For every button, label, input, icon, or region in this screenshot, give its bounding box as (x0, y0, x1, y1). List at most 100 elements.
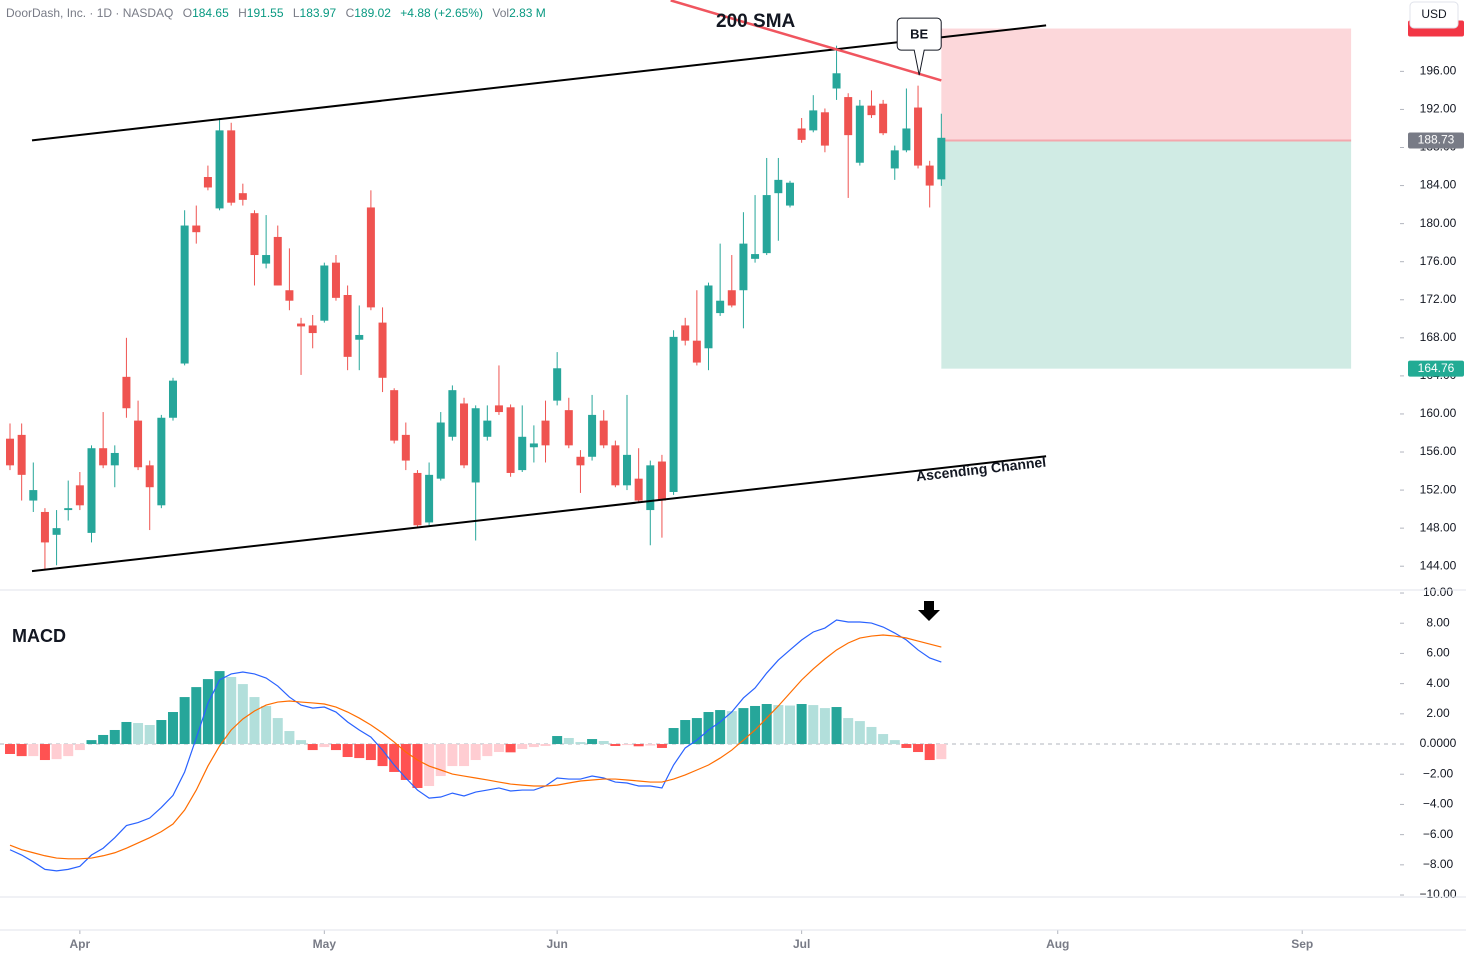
histogram-bar (750, 705, 761, 745)
histogram-bar (819, 708, 830, 745)
histogram-bar (424, 744, 435, 787)
histogram-bar (156, 720, 167, 745)
histogram-bar (587, 739, 598, 745)
candle-body (331, 262, 340, 298)
ohlc-value: 189.02 (354, 6, 391, 20)
histogram-bar (726, 711, 737, 745)
histogram-bar (808, 705, 819, 745)
histogram-bar (261, 705, 272, 745)
histogram-bar (237, 684, 248, 745)
channel-line (31, 455, 1047, 573)
candle-body (937, 137, 946, 180)
histogram-bar (633, 744, 644, 747)
channel-line (31, 24, 1047, 142)
ohlc-value: 184.65 (192, 6, 229, 20)
candle-body (518, 436, 527, 471)
candle-body (506, 407, 515, 473)
price-tag (1408, 360, 1464, 377)
candle-body (925, 165, 934, 186)
candle-body (64, 508, 73, 511)
currency-button-frame[interactable] (1409, 1, 1459, 29)
x-tick-label: May (313, 937, 337, 951)
candle-body (40, 511, 49, 543)
histogram-bar (738, 708, 749, 745)
price-tag-label: 164.76 (1418, 361, 1455, 375)
candle-body (297, 323, 306, 327)
candle-body (704, 285, 713, 349)
price-tag-label: 188.73 (1418, 133, 1455, 147)
histogram-bar (377, 744, 388, 767)
ohlc-value: 191.55 (247, 6, 284, 20)
histogram-bar (575, 742, 586, 745)
candle-body (494, 405, 503, 413)
histogram-bar (435, 744, 446, 777)
candle-body (157, 417, 166, 506)
y-tick-label: 172.00 (1420, 292, 1457, 306)
candle-body (227, 130, 236, 203)
y-tick-label: 176.00 (1420, 254, 1457, 268)
candle-body (809, 110, 818, 131)
histogram-bar (39, 744, 50, 761)
candle-body (378, 322, 387, 378)
candle-body (681, 325, 690, 341)
histogram-bar (761, 704, 772, 745)
histogram-bar (16, 744, 27, 757)
candle-body (52, 528, 61, 535)
currency-button[interactable]: USD (1409, 1, 1459, 29)
histogram-bar (796, 704, 807, 745)
legend-header: DoorDash, Inc. · 1D · NASDAQ O184.65 H19… (6, 6, 546, 20)
candle-body (844, 97, 853, 136)
candle-body (320, 265, 329, 321)
y-tick-label: 4.00 (1426, 676, 1450, 690)
candle-body (890, 150, 899, 169)
y-tick-label: −2.00 (1423, 766, 1454, 780)
candle-body (855, 105, 864, 163)
histogram-bar (913, 744, 924, 753)
candle-body (203, 177, 212, 188)
candle-body (634, 478, 643, 501)
signal-line (9, 634, 942, 860)
candle-body (902, 128, 911, 151)
histogram-bar (284, 731, 295, 745)
histogram-bar (831, 707, 842, 745)
histogram-bar (5, 744, 16, 754)
histogram-bar (191, 687, 202, 745)
y-tick-label: 0.0000 (1420, 736, 1457, 750)
candle-body (168, 380, 177, 418)
candle-body (6, 438, 15, 466)
histogram-bar (133, 723, 144, 745)
histogram-bar (109, 729, 120, 745)
y-tick-label: 160.00 (1420, 406, 1457, 420)
histogram-bar (563, 737, 574, 745)
histogram-bar (936, 744, 947, 760)
candle-body (110, 452, 119, 466)
sma-line (670, 0, 942, 82)
y-tick-label: 148.00 (1420, 520, 1457, 534)
down-arrow (918, 601, 940, 621)
candle-body (436, 422, 445, 479)
x-tick-label: Sep (1291, 937, 1313, 951)
histogram-bar (51, 744, 62, 760)
histogram-bar (63, 744, 74, 757)
histogram-bar (365, 744, 376, 761)
histogram-bar (179, 697, 190, 745)
y-tick-label: 180.00 (1420, 216, 1457, 230)
candle-body (623, 454, 632, 486)
histogram-bar (121, 721, 132, 745)
candle-body (87, 448, 96, 533)
callout-text: BE (910, 27, 928, 42)
candle-body (879, 103, 888, 134)
candle-body (273, 236, 282, 286)
histogram-bar (901, 744, 912, 748)
candle-body (785, 182, 794, 206)
histogram-bar (715, 710, 726, 745)
histogram-bar (866, 726, 877, 745)
candle-body (355, 334, 364, 340)
candle-body (425, 474, 434, 523)
candle-body (343, 295, 352, 357)
candle-body (762, 195, 771, 254)
histogram-bar (598, 741, 609, 745)
histogram-bar (98, 734, 109, 745)
currency[interactable]: USD (1421, 7, 1447, 21)
